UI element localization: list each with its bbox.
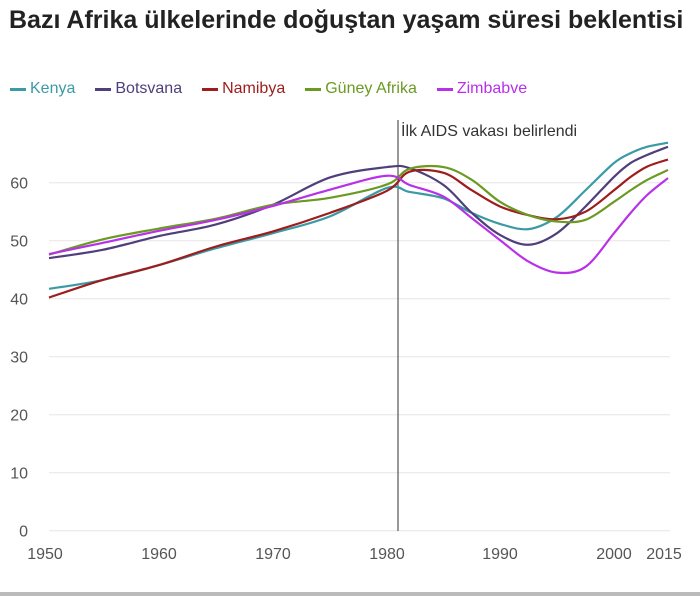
y-tick-label: 50	[10, 234, 28, 251]
legend-swatch	[10, 87, 26, 91]
legend-swatch	[95, 87, 112, 91]
x-tick-label: 1970	[255, 546, 291, 563]
legend-item: Kenya	[10, 80, 75, 98]
x-tick-label: 2015	[646, 546, 682, 563]
y-tick-label: 30	[10, 350, 28, 367]
legend-swatch	[436, 87, 453, 91]
x-tick-label: 2000	[596, 546, 632, 563]
x-tick-label: 1950	[27, 546, 63, 563]
annotation-label: İlk AIDS vakası belirlendi	[401, 121, 577, 140]
legend-item: Güney Afrika	[305, 80, 417, 98]
legend: Kenya Botsvana Namibya Güney Afrika Zimbabve	[10, 80, 527, 98]
legend-swatch	[202, 87, 219, 91]
bottom-divider	[0, 592, 700, 596]
series-line-güney-afrika	[48, 164, 669, 256]
legend-swatch	[305, 87, 322, 91]
series-line-botsvana	[48, 145, 669, 260]
y-tick-label: 10	[10, 466, 28, 483]
y-tick-label: 20	[10, 408, 28, 425]
y-tick-label: 60	[10, 176, 28, 193]
x-tick-label: 1980	[369, 546, 405, 563]
legend-label: Botsvana	[115, 80, 183, 97]
series-line-namibya	[48, 158, 669, 299]
chart-title: Bazı Afrika ülkelerinde doğuştan yaşam s…	[9, 6, 684, 34]
x-tick-label: 1960	[141, 546, 177, 563]
legend-label: Zimbabve	[456, 80, 528, 97]
legend-item: Namibya	[202, 80, 285, 98]
legend-item: Zimbabve	[436, 80, 528, 98]
legend-label: Namibya	[222, 80, 286, 97]
y-tick-label: 40	[10, 292, 28, 309]
y-tick-label: 0	[19, 524, 28, 541]
legend-label: Güney Afrika	[325, 80, 417, 97]
legend-label: Kenya	[30, 80, 76, 97]
series-line-zimbabve	[48, 174, 669, 275]
legend-item: Botsvana	[95, 80, 182, 98]
x-tick-label: 1990	[482, 546, 518, 563]
